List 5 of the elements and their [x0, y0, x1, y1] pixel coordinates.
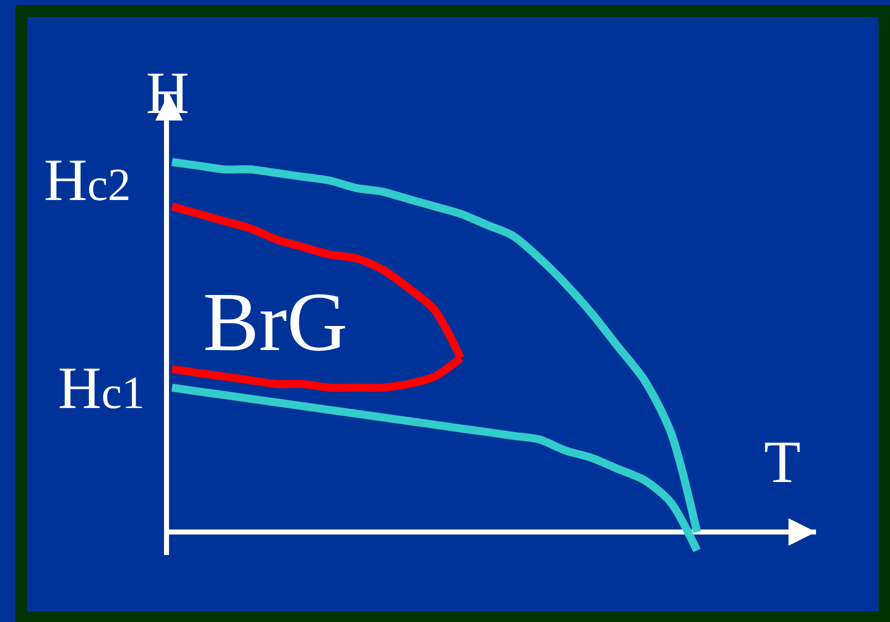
text: Hc1: [58, 355, 145, 421]
x-axis-title: T: [764, 429, 801, 495]
y-axis-title: H: [146, 60, 190, 126]
text: Hc2: [44, 147, 131, 213]
annotation: BrG: [203, 276, 348, 369]
